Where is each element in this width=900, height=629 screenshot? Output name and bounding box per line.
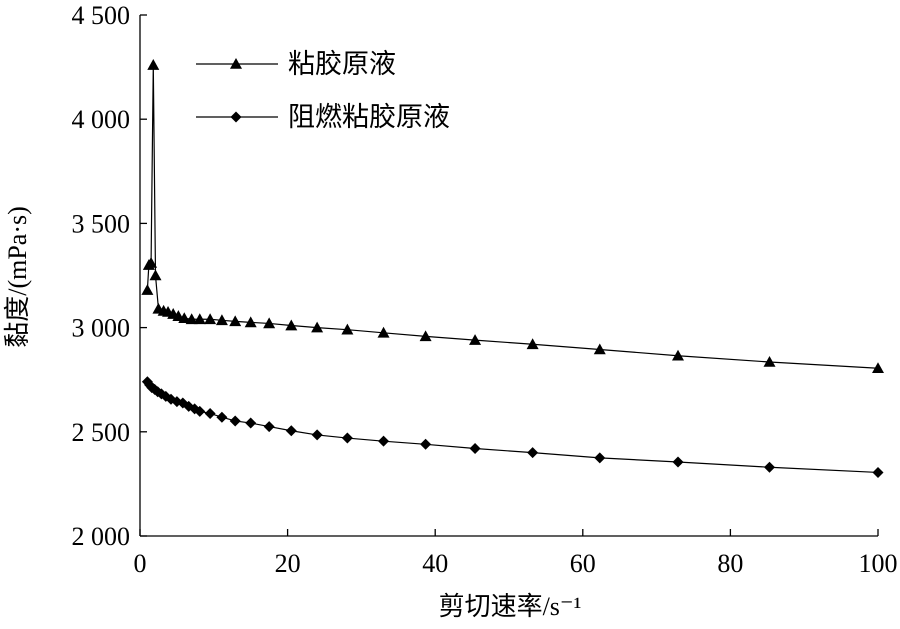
x-tick-label: 20: [275, 549, 301, 578]
data-point: [341, 323, 354, 335]
series-layer: [141, 59, 884, 478]
data-point: [285, 425, 297, 437]
data-point: [420, 438, 432, 450]
data-point: [311, 429, 323, 441]
legend-label: 阻燃粘胶原液: [288, 102, 450, 132]
data-point: [526, 338, 539, 350]
data-point: [263, 317, 276, 329]
data-point: [215, 314, 228, 326]
data-point: [672, 349, 685, 361]
legend-marker: [230, 58, 242, 69]
x-tick-label: 40: [422, 549, 448, 578]
data-point: [377, 326, 390, 338]
data-point: [285, 319, 298, 331]
data-point: [245, 417, 257, 429]
y-tick-label: 3 000: [72, 314, 131, 343]
data-point: [141, 284, 154, 295]
data-point: [204, 407, 216, 419]
data-point: [341, 432, 353, 444]
data-point: [145, 256, 158, 268]
data-point: [204, 313, 217, 325]
axes: 0 20 40 60 80 100 2 000 2 500 3 000 3 500 4 000 4 5…: [72, 1, 898, 578]
data-point: [469, 442, 481, 454]
data-point: [378, 435, 390, 447]
legend-label: 粘胶原液: [288, 49, 396, 79]
series-2: [141, 376, 884, 478]
x-tick-label: 60: [570, 549, 596, 578]
data-point: [872, 362, 884, 374]
data-point: [147, 59, 160, 70]
data-point: [872, 466, 884, 478]
legend-marker: [230, 111, 242, 123]
y-tick-label: 2 500: [72, 418, 131, 447]
data-point: [469, 334, 482, 345]
y-tick-label: 4 500: [72, 1, 131, 30]
data-point: [419, 330, 432, 342]
x-tick-label: 100: [859, 549, 898, 578]
y-axis-title: 黏度/(mPa·s): [3, 206, 32, 348]
x-axis-title: 剪切速率/s⁻¹: [439, 592, 582, 621]
data-point: [244, 316, 257, 328]
data-point: [311, 321, 324, 333]
data-point: [764, 461, 776, 473]
data-point: [193, 313, 206, 325]
data-point: [672, 456, 684, 468]
data-point: [185, 313, 198, 325]
legend-item-1: 粘胶原液: [196, 49, 396, 79]
data-point: [229, 315, 242, 327]
legend-item-2: 阻燃粘胶原液: [196, 102, 450, 132]
data-point: [763, 355, 776, 367]
series-line: [146, 381, 879, 474]
x-tick-label: 0: [134, 549, 147, 578]
x-tick-label: 80: [717, 549, 743, 578]
data-point: [149, 269, 162, 281]
data-point: [229, 415, 241, 427]
series-1: [141, 59, 884, 374]
data-point: [216, 411, 228, 423]
y-tick-label: 2 000: [72, 522, 131, 551]
data-point: [527, 447, 539, 459]
data-point: [594, 452, 606, 464]
data-point: [178, 312, 191, 324]
data-point: [263, 421, 275, 433]
y-tick-label: 3 500: [72, 209, 131, 238]
series-line: [146, 65, 879, 369]
data-point: [194, 405, 206, 417]
data-point: [593, 343, 606, 355]
y-tick-label: 4 000: [72, 105, 131, 134]
